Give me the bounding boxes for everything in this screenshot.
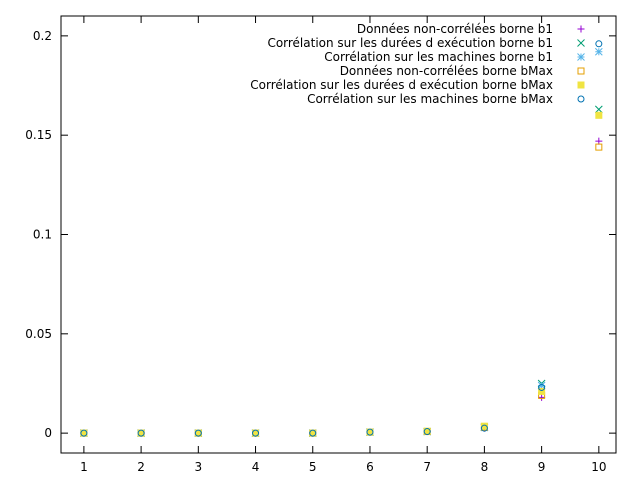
series-4 — [80, 143, 603, 437]
data-point — [480, 422, 488, 430]
series-1 — [80, 137, 603, 437]
y-tick-label: 0.05 — [25, 327, 52, 341]
data-point — [252, 429, 260, 437]
data-points — [80, 40, 603, 437]
data-point — [595, 137, 603, 145]
data-point — [594, 47, 603, 56]
legend: Données non-corrélées borne b1Corrélatio… — [250, 22, 585, 106]
x-tick-label: 4 — [252, 460, 260, 474]
y-tick-label: 0.15 — [25, 128, 52, 142]
data-point — [194, 429, 202, 437]
series-2 — [80, 105, 603, 437]
x-tick-label: 6 — [366, 460, 374, 474]
data-point — [538, 387, 546, 395]
legend-label: Corrélation sur les machines borne b1 — [324, 50, 553, 64]
y-tick-label: 0 — [44, 426, 52, 440]
legend-marker — [577, 95, 585, 103]
data-point — [137, 429, 145, 437]
legend-label: Corrélation sur les durées d exécution b… — [250, 78, 553, 92]
series-6 — [80, 40, 603, 437]
series-3 — [80, 47, 603, 437]
data-point — [595, 40, 603, 48]
x-tick-label: 5 — [309, 460, 317, 474]
data-point — [538, 383, 546, 391]
data-point — [423, 428, 431, 436]
legend-label: Corrélation sur les machines borne bMax — [307, 92, 553, 106]
data-point — [480, 424, 488, 432]
x-tick-label: 8 — [481, 460, 489, 474]
y-tick-label: 0.1 — [33, 228, 52, 242]
x-tick-label: 1 — [80, 460, 88, 474]
legend-label: Données non-corrélées borne bMax — [340, 64, 553, 78]
legend-label: Données non-corrélées borne b1 — [357, 22, 553, 36]
series-5 — [80, 111, 603, 437]
x-tick-label: 3 — [194, 460, 202, 474]
axes: 0 0.05 0.1 0.15 0.2 1 2 3 4 5 6 7 8 9 10 — [25, 15, 617, 474]
legend-marker — [577, 81, 585, 89]
data-point — [309, 429, 317, 437]
x-tick-label: 9 — [538, 460, 546, 474]
x-tick-label: 2 — [137, 460, 145, 474]
x-tick-label: 10 — [591, 460, 606, 474]
data-point — [595, 111, 603, 119]
legend-marker — [577, 53, 585, 61]
legend-marker — [577, 25, 585, 33]
legend-marker — [577, 67, 585, 75]
x-tick-label: 7 — [423, 460, 431, 474]
data-point — [366, 428, 374, 436]
legend-label: Corrélation sur les durées d exécution b… — [267, 36, 553, 50]
data-point — [538, 393, 546, 401]
y-tick-label: 0.2 — [33, 29, 52, 43]
data-point — [594, 105, 603, 114]
data-point — [80, 429, 88, 437]
data-point — [595, 143, 603, 151]
legend-marker — [577, 39, 585, 47]
